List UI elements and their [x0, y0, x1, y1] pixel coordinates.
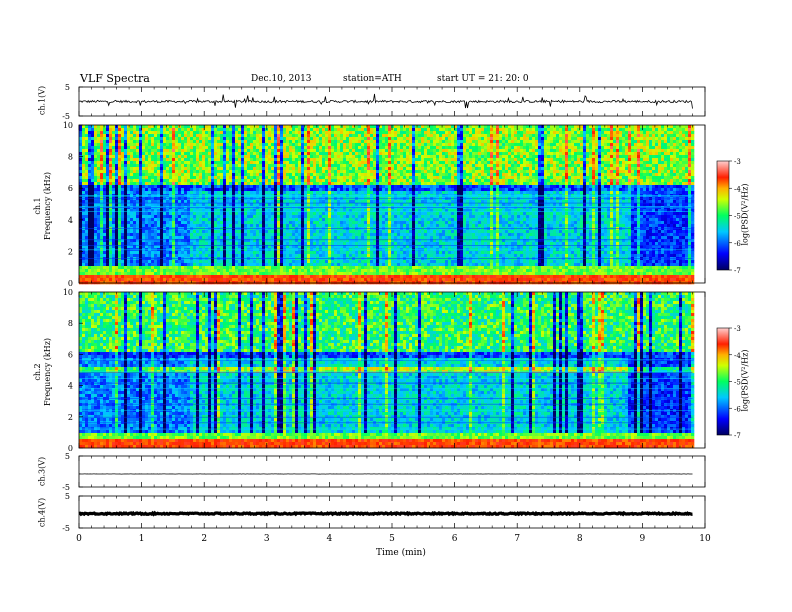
x-tick-label: 5: [389, 534, 395, 544]
x-tick-label: 7: [514, 534, 520, 544]
y-tick-label: 8: [68, 319, 73, 328]
colorbar-tick-label: -4: [734, 352, 741, 360]
ch1-label: ch.1: [33, 161, 43, 251]
y-tick-label: 6: [68, 350, 73, 359]
ch2-freq-label: Frequency (kHz): [43, 327, 53, 417]
x-tick-label: 3: [264, 534, 270, 544]
x-tick-label: 6: [452, 534, 458, 544]
y-tick-label: 5: [65, 83, 70, 92]
x-tick-label: 4: [327, 534, 333, 544]
ch2-label: ch.2: [33, 327, 43, 417]
y-tick-label: 2: [68, 413, 73, 422]
colorbar-tick-label: -4: [734, 185, 741, 193]
y-tick-label: -5: [62, 483, 70, 492]
ch1-waveform-trace: [78, 93, 693, 109]
chart-title: VLF Spectra: [80, 72, 150, 85]
ch2-colorbar-label: log(PSD(V²/Hz): [741, 346, 750, 416]
colorbar-tick-label: -7: [734, 432, 741, 440]
ch1-freq-label: Frequency (kHz): [43, 161, 53, 251]
station-label: station=ATH: [343, 74, 402, 84]
ch1-colorbar-label: log(PSD(V²/Hz): [741, 180, 750, 250]
y-tick-label: 4: [68, 382, 73, 391]
y-tick-label: 4: [68, 216, 73, 225]
ch2-spectrogram-image: [79, 292, 695, 449]
ch1-freq-ylabel: ch.1 Frequency (kHz): [33, 161, 53, 251]
y-tick-label: 5: [65, 492, 70, 501]
y-tick-label: 0: [68, 444, 73, 453]
colorbar-tick-label: -6: [734, 240, 741, 248]
y-tick-label: -5: [62, 112, 70, 121]
colorbar-tick-label: -5: [734, 379, 741, 387]
x-tick-label: 2: [201, 534, 207, 544]
x-tick-label: 1: [139, 534, 145, 544]
x-tick-label: 8: [577, 534, 583, 544]
y-tick-label: 5: [65, 452, 70, 461]
y-tick-label: 8: [68, 153, 73, 162]
x-axis-label: Time (min): [376, 548, 426, 558]
y-tick-label: 0: [68, 279, 73, 288]
y-tick-label: -5: [62, 524, 70, 533]
ch3-ylabel: ch.3(V): [38, 452, 47, 492]
start-ut-label: start UT = 21: 20: 0: [437, 74, 529, 84]
colorbar-tick-label: -3: [734, 325, 741, 333]
ch2-spectrogram-colorbar: [716, 327, 730, 436]
colorbar-tick-label: -3: [734, 158, 741, 166]
colorbar-tick-label: -7: [734, 267, 741, 275]
ch2-freq-ylabel: ch.2 Frequency (kHz): [33, 327, 53, 417]
colorbar-tick-label: -6: [734, 405, 741, 413]
ch1-ylabel: ch.1(V): [38, 81, 47, 121]
x-tick-label: 9: [640, 534, 646, 544]
ch1-spectrogram-colorbar: [716, 160, 730, 271]
x-tick-label: 0: [76, 534, 82, 544]
ch1-spectrogram-image: [79, 125, 695, 285]
y-tick-label: 6: [68, 184, 73, 193]
y-tick-label: 10: [63, 288, 73, 297]
date-label: Dec.10, 2013: [251, 74, 312, 84]
colorbar-tick-label: -5: [734, 213, 741, 221]
ch4-waveform-trace: [78, 510, 693, 517]
ch4-ylabel: ch.4(V): [38, 493, 47, 533]
y-tick-label: 2: [68, 247, 73, 256]
y-tick-label: 10: [63, 121, 73, 130]
x-tick-label: 10: [699, 534, 711, 544]
